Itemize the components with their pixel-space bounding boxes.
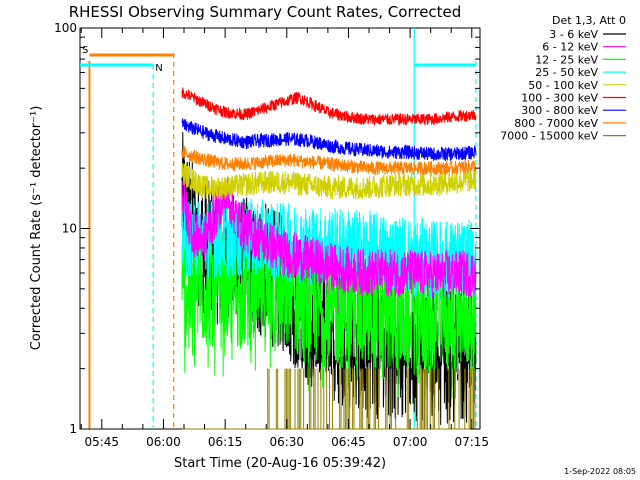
x-tick-label: 06:00 xyxy=(146,435,181,449)
y-tick-label: 1 xyxy=(69,422,77,436)
plot-content: SN xyxy=(80,28,477,430)
legend-label: 25 - 50 keV xyxy=(535,66,598,79)
y-tick-label: 100 xyxy=(54,21,77,35)
plot-area: SN 05:45 06:00 06:15 06:30 06:45 07:00 07:15 1… xyxy=(54,21,489,449)
legend-label: 800 - 7000 keV xyxy=(514,117,598,130)
x-tick-label: 07:15 xyxy=(454,435,489,449)
legend-label: 12 - 25 keV xyxy=(535,53,598,66)
legend-label: 3 - 6 keV xyxy=(549,28,598,41)
x-axis-ticks: 05:45 06:00 06:15 06:30 06:45 07:00 07:15 xyxy=(80,28,489,449)
x-tick-label: 07:00 xyxy=(393,435,428,449)
series-25-50-kev xyxy=(181,197,477,300)
series-line xyxy=(181,118,477,161)
saa-flag-label: S xyxy=(82,45,88,56)
legend-label: 100 - 300 keV xyxy=(521,92,598,105)
series-50-100-kev xyxy=(181,163,477,200)
legend-label: 7000 - 15000 keV xyxy=(500,130,598,143)
series-100-300-kev xyxy=(181,87,477,126)
series-line xyxy=(181,176,477,299)
series-line xyxy=(181,163,477,200)
series-7000-15000-kev-spikes xyxy=(267,368,476,429)
series-line xyxy=(181,87,477,126)
legend-label: 50 - 100 keV xyxy=(528,79,598,92)
legend-header: Det 1,3, Att 0 xyxy=(552,14,626,27)
series-12-25-kev xyxy=(181,228,477,399)
night-flag-label: N xyxy=(155,63,162,74)
x-tick-label: 05:45 xyxy=(84,435,119,449)
y-axis-label: Corrected Count Rate (s⁻¹ detector⁻¹) xyxy=(29,106,44,351)
chart-title: RHESSI Observing Summary Count Rates, Co… xyxy=(69,3,462,21)
legend-label: 6 - 12 keV xyxy=(542,41,598,54)
x-tick-label: 06:45 xyxy=(331,435,366,449)
series-300-800-kev xyxy=(181,118,477,161)
x-tick-label: 06:15 xyxy=(208,435,243,449)
x-tick-label: 06:30 xyxy=(269,435,304,449)
legend-label: 300 - 800 keV xyxy=(521,104,598,117)
series-line xyxy=(181,146,477,177)
series-6-12-kev xyxy=(181,176,477,299)
series-line xyxy=(181,197,477,300)
y-tick-label: 10 xyxy=(62,222,77,236)
y-axis-ticks: 1 10 100 xyxy=(54,21,480,436)
series-line xyxy=(181,228,477,399)
x-axis-label: Start Time (20-Aug-16 05:39:42) xyxy=(174,456,386,471)
series-800-7000-kev xyxy=(181,146,477,177)
date-stamp: 1-Sep-2022 08:05 xyxy=(564,467,636,476)
